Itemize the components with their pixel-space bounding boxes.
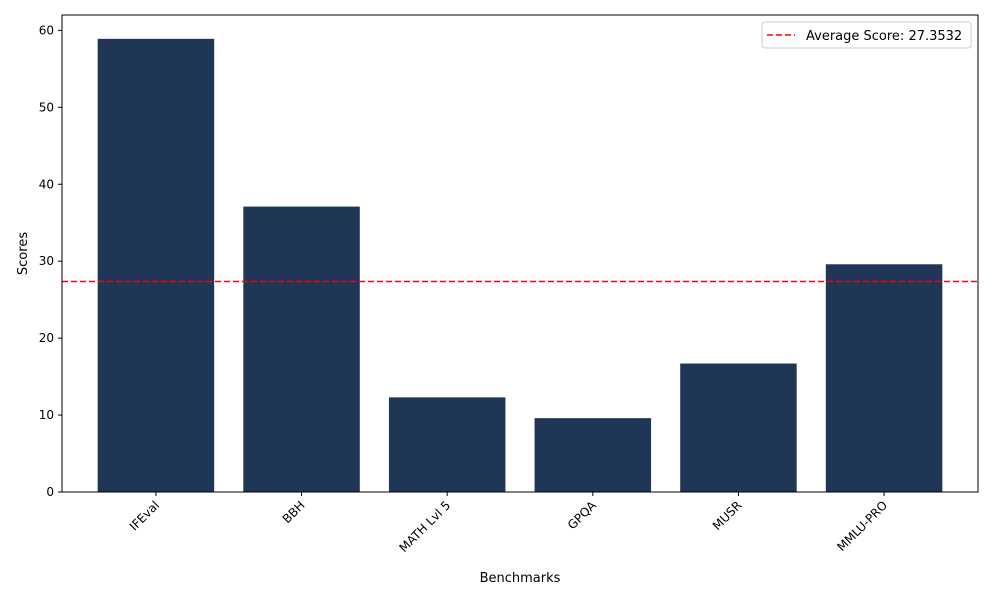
x-tick-label: BBH — [280, 498, 308, 526]
y-tick-label: 50 — [39, 100, 54, 114]
x-tick-label: GPQA — [565, 498, 600, 533]
y-axis-title: Scores — [16, 232, 31, 275]
x-tick-label: IFEval — [127, 498, 162, 533]
x-axis-ticks: IFEval BBH MATH Lvl 5 GPQA MUSR MMLU-PRO — [127, 492, 890, 555]
legend-label: Average Score: 27.3532 — [806, 29, 962, 44]
y-tick-label: 30 — [39, 254, 54, 268]
bar-ifeval — [97, 38, 215, 492]
y-tick-label: 60 — [39, 23, 54, 37]
legend: Average Score: 27.3532 — [761, 21, 972, 49]
y-tick-label: 0 — [46, 485, 54, 499]
x-tick-label: MATH Lvl 5 — [396, 498, 453, 555]
x-tick-label: MUSR — [710, 498, 745, 533]
plot-area-frame — [61, 14, 979, 493]
y-tick-label: 40 — [39, 177, 54, 191]
y-tick-label: 10 — [39, 408, 54, 422]
bar-mmlu-pro — [825, 264, 943, 492]
x-tick-label: MMLU-PRO — [834, 498, 890, 554]
bars-group — [97, 38, 943, 493]
x-axis-title: Benchmarks — [480, 571, 561, 586]
bar-gpqa — [534, 418, 652, 492]
y-axis-ticks: 0 10 20 30 40 50 60 — [39, 23, 62, 499]
y-tick-label: 20 — [39, 331, 54, 345]
bar-math-lvl-5 — [388, 397, 506, 492]
bar-musr — [680, 363, 797, 492]
bar-bbh — [243, 206, 360, 493]
legend-box — [761, 21, 972, 49]
